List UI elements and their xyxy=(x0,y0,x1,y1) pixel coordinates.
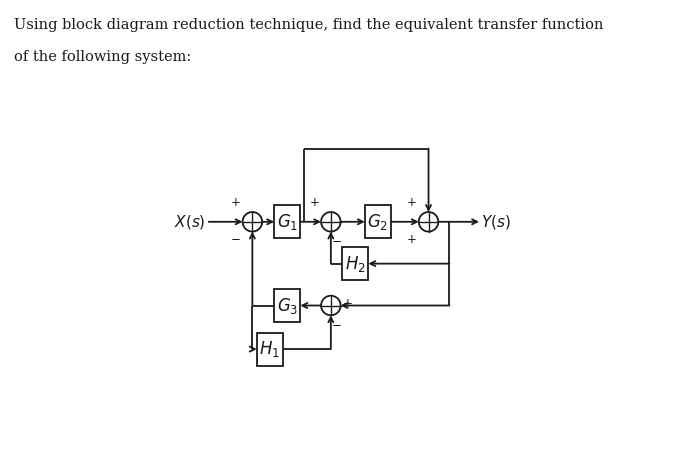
Text: $H_1$: $H_1$ xyxy=(260,339,280,359)
Text: Using block diagram reduction technique, find the equivalent transfer function: Using block diagram reduction technique,… xyxy=(14,18,603,32)
Text: −: − xyxy=(231,233,241,246)
Text: +: + xyxy=(342,297,352,310)
Text: +: + xyxy=(309,196,319,208)
Bar xyxy=(342,247,368,280)
Text: of the following system:: of the following system: xyxy=(14,50,191,64)
Text: $G_3$: $G_3$ xyxy=(276,295,298,315)
Circle shape xyxy=(321,296,341,315)
Text: $G_2$: $G_2$ xyxy=(368,212,388,232)
Text: +: + xyxy=(231,196,241,208)
Circle shape xyxy=(243,212,262,231)
Circle shape xyxy=(321,212,341,231)
Text: −: − xyxy=(332,235,342,248)
Bar xyxy=(274,289,300,322)
Text: $Y(s)$: $Y(s)$ xyxy=(481,213,510,231)
Text: −: − xyxy=(332,319,342,332)
Bar xyxy=(274,205,300,238)
Text: $H_2$: $H_2$ xyxy=(345,254,365,274)
Bar xyxy=(257,333,283,366)
Text: +: + xyxy=(407,233,417,246)
Text: +: + xyxy=(407,196,417,208)
Bar xyxy=(365,205,391,238)
Text: $G_1$: $G_1$ xyxy=(276,212,298,232)
Text: $X(s)$: $X(s)$ xyxy=(174,213,205,231)
Circle shape xyxy=(419,212,438,231)
